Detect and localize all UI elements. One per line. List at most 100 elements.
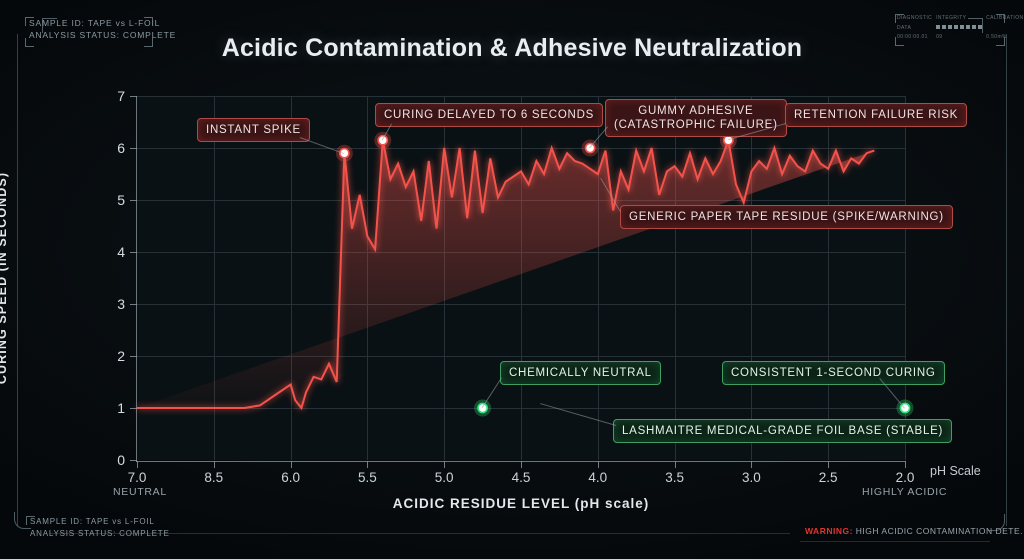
telemetry-timestamp: 00:00:00.01 <box>897 34 928 40</box>
telemetry-integrity-label: INTEGRITY <box>936 15 967 21</box>
x-axis-tick <box>213 461 215 468</box>
warning-text: HIGH ACIDIC CONTAMINATION DETE. <box>852 526 1024 536</box>
annotation-gummy-line1: GUMMY ADHESIVE <box>638 105 754 117</box>
y-axis-tick <box>130 304 137 305</box>
y-axis-tick-label: 0 <box>117 452 125 468</box>
annotation-instant-spike[interactable]: INSTANT SPIKE <box>197 118 310 143</box>
frame-left-line <box>17 34 18 526</box>
frame-bottom-line <box>50 533 790 534</box>
y-axis-line <box>136 96 137 462</box>
x-axis-tick-label: 6.0 <box>281 470 300 485</box>
y-axis-tick <box>130 356 137 357</box>
telemetry-corner-tr <box>996 14 1005 23</box>
telemetry-data-label: DATA <box>897 24 912 31</box>
grid-line-vertical <box>674 96 676 460</box>
telemetry-corner-br <box>996 37 1005 46</box>
annotation-gummy-line2: (CATASTROPHIC FAILURE) <box>614 119 778 132</box>
y-axis-tick <box>130 460 137 461</box>
analysis-status-text: ANALYSIS STATUS: COMPLETE <box>29 30 177 41</box>
sample-id-text: SAMPLE ID: TAPE vs L-FOIL <box>29 18 161 28</box>
x-axis-tick <box>674 461 676 468</box>
grid-line-vertical <box>213 96 215 460</box>
x-axis-tick <box>828 461 830 468</box>
telemetry-panel: DIAGNOSTIC INTEGRITY CALIBRATION DATA 00… <box>895 14 1023 46</box>
footer-sample-id-text: SAMPLE ID: TAPE vs L-FOIL <box>30 517 155 526</box>
y-axis-tick <box>130 148 137 149</box>
x-axis-tick <box>521 461 522 468</box>
y-axis-tick-label: 5 <box>117 192 125 208</box>
x-axis-tick-label: 2.5 <box>818 470 838 485</box>
telemetry-data-bar <box>934 24 984 34</box>
telemetry-diagnostic-label: DIAGNOSTIC <box>897 15 933 21</box>
grid-line-vertical <box>290 96 292 460</box>
y-axis-tick-label: 1 <box>117 400 125 416</box>
corner-bracket-top-right <box>968 18 983 33</box>
x-axis-tick-label: 7.0 <box>127 470 147 485</box>
y-axis-tick-label: 4 <box>117 244 125 260</box>
telemetry-corner-tl <box>895 14 904 23</box>
warning-prefix: WARNING: <box>805 526 853 536</box>
x-axis-title: ACIDIC RESIDUE LEVEL (pH scale) <box>392 496 650 511</box>
page-title: Acidic Contamination & Adhesive Neutrali… <box>221 34 803 62</box>
data-point-marker-chemically-neutral[interactable] <box>474 399 492 417</box>
sample-info-panel-bottom: SAMPLE ID: TAPE vs L-FOIL ANALYSIS STATU… <box>26 516 170 544</box>
x-axis-tick-label: 5.5 <box>358 470 377 485</box>
corner-bracket-top-left <box>42 18 57 33</box>
warning-footer: WARNING: HIGH ACIDIC CONTAMINATION DETE. <box>805 526 1023 536</box>
footer-panel-corner-tl <box>26 516 35 525</box>
data-point-marker-gummy-adhesive[interactable] <box>581 139 599 157</box>
panel-corner-br <box>144 38 153 47</box>
panel-corner-tr <box>144 17 153 26</box>
x-axis-tick <box>905 461 906 468</box>
grid-line-vertical <box>521 96 522 460</box>
y-axis-title-text: CURING SPEED (IN SECONDS) <box>0 171 9 385</box>
sample-info-panel-top: SAMPLE ID: TAPE vs L-FOIL ANALYSIS STATU… <box>25 17 177 47</box>
panel-corner-tl <box>25 17 34 26</box>
footer-analysis-status-text: ANALYSIS STATUS: COMPLETE <box>30 528 170 538</box>
x-axis-tick-label: 8.5 <box>204 470 224 485</box>
x-axis-tick <box>597 461 599 468</box>
x-axis-tick <box>290 461 292 468</box>
frame-bottom-right-line <box>800 541 990 542</box>
x-axis-tick-label: 4.5 <box>511 470 531 485</box>
x-axis-tick <box>444 461 446 468</box>
telemetry-corner-bl <box>895 37 904 46</box>
y-axis-tick <box>130 96 137 97</box>
annotation-chemically-neutral[interactable]: CHEMICALLY NEUTRAL <box>500 361 661 386</box>
y-axis-tick-label: 2 <box>117 348 125 364</box>
x-axis-tick-label: 2.0 <box>895 470 915 485</box>
annotation-paper-tape-residue[interactable]: GENERIC PAPER TAPE RESIDUE (SPIKE/WARNIN… <box>620 205 953 230</box>
annotation-retention-failure[interactable]: RETENTION FAILURE RISK <box>785 103 968 128</box>
series-canvas <box>137 131 914 417</box>
x-axis-tick-label: 4.0 <box>588 470 608 485</box>
y-axis-tick <box>130 252 137 253</box>
panel-corner-bl <box>25 38 34 47</box>
grid-line-vertical <box>751 96 753 460</box>
x-axis-note-neutral: NEUTRAL <box>113 486 167 498</box>
y-axis-tick-label: 3 <box>117 296 125 312</box>
x-axis-tick <box>367 461 369 468</box>
y-axis-title: CURING SPEED (IN SECONDS) <box>0 96 12 460</box>
annotation-curing-delayed[interactable]: CURING DELAYED TO 6 SECONDS <box>375 103 604 128</box>
frame-right-line <box>1006 34 1007 526</box>
telemetry-counter: 09 <box>936 34 943 40</box>
data-point-marker-instant-spike[interactable] <box>335 144 353 162</box>
x-axis-note-highly-acidic: HIGHLY ACIDIC <box>862 486 948 498</box>
grid-line-vertical <box>828 96 830 460</box>
grid-line-vertical <box>905 96 906 460</box>
y-axis-tick-label: 7 <box>117 88 125 104</box>
x-axis-tick <box>751 461 753 468</box>
annotation-foil-base-stable[interactable]: LASHMAITRE MEDICAL-GRADE FOIL BASE (STAB… <box>613 419 953 444</box>
grid-line-vertical <box>597 96 599 460</box>
x-axis-tick-label: 3.5 <box>665 470 684 485</box>
plot-area <box>137 96 914 460</box>
y-axis-tick-label: 6 <box>117 140 125 156</box>
x-axis-tick-label: 3.0 <box>742 470 761 485</box>
annotation-consistent-curing[interactable]: CONSISTENT 1-SECOND CURING <box>722 361 945 386</box>
x-axis-scale-name: pH Scale <box>930 464 981 478</box>
y-axis-tick <box>130 200 137 201</box>
x-axis-tick-label: 5.0 <box>434 470 454 485</box>
series-red-line <box>137 136 875 411</box>
x-axis-tick <box>137 461 138 468</box>
